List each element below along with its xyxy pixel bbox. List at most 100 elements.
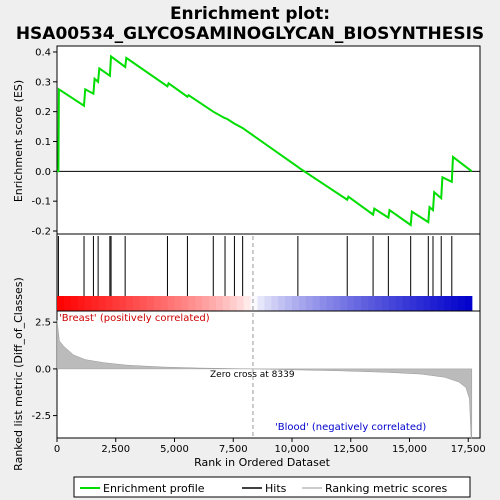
rank-color-cell xyxy=(181,296,189,311)
rank-color-cell xyxy=(416,296,424,311)
rank-color-cell xyxy=(298,296,307,311)
rank-color-cell xyxy=(457,296,466,311)
rank-color-cell xyxy=(292,296,300,311)
metric-y-axis-label: Ranked list metric (Diff_of_Classes) xyxy=(12,277,25,471)
x-tick-label: 5,000 xyxy=(160,444,189,455)
rank-color-cell xyxy=(374,296,383,311)
rank-color-cell xyxy=(160,296,169,311)
es-y-tick-label: 0.0 xyxy=(35,167,51,178)
rank-color-cell xyxy=(388,296,397,311)
metric-y-ticks: -2.5 0.0 2.5 xyxy=(31,318,57,422)
legend-enrichment-label: Enrichment profile xyxy=(103,482,205,495)
rank-color-cell xyxy=(368,296,376,311)
x-tick-label: 2,500 xyxy=(101,444,130,455)
rank-color-cell xyxy=(167,296,176,311)
rank-color-cell xyxy=(285,296,293,311)
x-axis-ticks: 0 2,500 5,000 7,500 10,000 12,500 15,000 17,500 xyxy=(54,438,486,455)
x-tick-label: 7,500 xyxy=(219,444,248,455)
rank-color-cell xyxy=(133,296,141,311)
x-tick-label: 10,000 xyxy=(275,444,310,455)
x-tick-label: 17,500 xyxy=(451,444,486,455)
rank-color-cell xyxy=(222,296,231,311)
rank-color-cell xyxy=(91,296,100,311)
rank-color-cell xyxy=(264,296,272,311)
x-tick-label: 15,000 xyxy=(392,444,427,455)
rank-color-cell xyxy=(216,296,224,311)
rank-color-cell xyxy=(305,296,314,311)
rank-color-cell xyxy=(347,296,355,311)
rank-color-cell xyxy=(333,296,342,311)
negative-annotation: 'Blood' (negatively correlated) xyxy=(275,422,426,433)
rank-color-cell xyxy=(423,296,431,311)
es-y-tick-label: 0.3 xyxy=(35,77,51,88)
rank-color-cell xyxy=(395,296,404,311)
rank-color-cell xyxy=(354,296,362,311)
rank-color-cell xyxy=(63,296,72,311)
rank-color-cell xyxy=(444,296,452,311)
rank-color-cell xyxy=(119,296,127,311)
es-y-tick-label: -0.1 xyxy=(31,197,51,208)
rank-color-cell xyxy=(153,296,162,311)
positive-annotation: 'Breast' (positively correlated) xyxy=(59,313,210,324)
es-y-tick-label: 0.2 xyxy=(35,107,51,118)
rank-color-cell xyxy=(361,296,369,311)
chart-title-line2: HSA00534_GLYCOSAMINOGLYCAN_BIOSYNTHESIS xyxy=(16,24,484,44)
rank-color-cell xyxy=(451,296,459,311)
metric-panel xyxy=(56,310,481,439)
rank-color-cell xyxy=(326,296,335,311)
metric-y-tick-label: 0.0 xyxy=(35,364,51,375)
es-panel xyxy=(56,45,481,235)
rank-color-cell xyxy=(243,296,252,311)
rank-color-cell xyxy=(319,296,328,311)
rank-color-cell xyxy=(112,296,120,311)
rank-color-cell xyxy=(437,296,445,311)
rank-color-cell xyxy=(402,296,411,311)
rank-color-cell xyxy=(464,296,473,311)
rank-color-cell xyxy=(57,296,65,311)
rank-color-cell xyxy=(430,296,438,311)
x-tick-label: 0 xyxy=(54,444,60,455)
rank-color-cell xyxy=(126,296,134,311)
rank-color-cell xyxy=(271,296,279,311)
chart-title-line1: Enrichment plot: xyxy=(170,4,330,24)
enrichment-profile-line xyxy=(57,54,473,227)
rank-color-cell xyxy=(105,296,113,311)
rank-color-cell xyxy=(139,296,148,311)
zero-cross-annotation: Zero cross at 8339 xyxy=(210,370,295,380)
rank-color-cell xyxy=(70,296,79,311)
rank-color-cell xyxy=(174,296,183,311)
rank-color-cell xyxy=(409,296,418,311)
rank-color-cell xyxy=(209,296,217,311)
es-y-tick-label: -0.2 xyxy=(31,227,51,238)
rank-color-cell xyxy=(77,296,86,311)
es-y-tick-label: 0.1 xyxy=(35,137,51,148)
rank-color-cell xyxy=(146,296,155,311)
rank-color-cell xyxy=(250,296,259,311)
es-y-axis-label: Enrichment score (ES) xyxy=(12,80,25,202)
rank-color-cell xyxy=(381,296,390,311)
rank-color-cell xyxy=(98,296,106,311)
rank-color-cell xyxy=(278,296,286,311)
hit-marks xyxy=(57,236,453,296)
rank-color-cell xyxy=(202,296,210,311)
rank-color-cell xyxy=(340,296,348,311)
rank-color-cell xyxy=(229,296,238,311)
rank-color-cell xyxy=(84,296,93,311)
rank-color-cell xyxy=(257,296,265,311)
x-tick-label: 12,500 xyxy=(333,444,368,455)
metric-y-tick-label: -2.5 xyxy=(31,411,51,422)
es-y-ticks: -0.2 -0.1 0.0 0.1 0.2 0.3 0.4 xyxy=(31,47,57,238)
legend-box xyxy=(73,476,471,498)
metric-y-tick-label: 2.5 xyxy=(35,318,51,329)
es-y-tick-label: 0.4 xyxy=(35,47,51,58)
rank-color-cell xyxy=(236,296,245,311)
legend-metric-label: Ranking metric scores xyxy=(325,482,447,495)
ranking-metric-area xyxy=(56,320,473,439)
x-axis-label: Rank in Ordered Dataset xyxy=(194,456,331,469)
rank-color-cell xyxy=(312,296,321,311)
rank-color-cell xyxy=(195,296,203,311)
rank-color-cell xyxy=(188,296,196,311)
legend-hits-label: Hits xyxy=(265,482,287,495)
rank-color-bar xyxy=(57,296,473,311)
